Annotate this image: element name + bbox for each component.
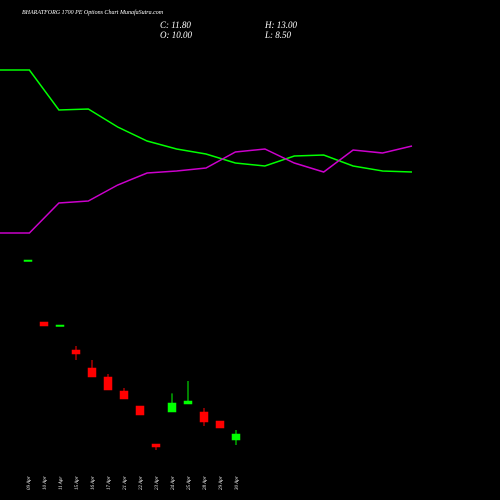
candle-body xyxy=(199,411,209,423)
x-tick-label: 23 Apr xyxy=(155,476,160,490)
candle-body xyxy=(215,420,225,429)
candle-body xyxy=(183,400,193,405)
open-label: O: 10.00 xyxy=(160,30,192,40)
close-label: C: 11.80 xyxy=(160,20,191,30)
x-tick-label: 10 Apr xyxy=(43,476,48,490)
candle-body xyxy=(71,349,81,355)
candle-body xyxy=(103,376,113,391)
x-tick-label: 21 Apr xyxy=(123,476,128,490)
x-tick-label: 25 Apr xyxy=(187,476,192,490)
candle-body xyxy=(23,259,33,262)
x-tick-label: 24 Apr xyxy=(171,476,176,490)
x-tick-label: 28 Apr xyxy=(203,476,208,490)
x-tick-label: 22 Apr xyxy=(139,476,144,490)
candle-body xyxy=(151,443,161,448)
candle-body xyxy=(87,367,97,378)
candle-body xyxy=(135,405,145,416)
candle-body xyxy=(231,433,241,441)
high-label: H: 13.00 xyxy=(264,20,297,30)
x-tick-label: 17 Apr xyxy=(107,476,112,490)
x-tick-label: 15 Apr xyxy=(75,476,80,490)
candle-body xyxy=(39,321,49,327)
candle-body xyxy=(55,324,65,327)
indicator-line xyxy=(0,145,413,234)
chart-title: BHARATFORG 1700 PE Options Chart MunafaS… xyxy=(22,9,164,16)
candle-body xyxy=(119,390,129,400)
x-tick-label: 30 Apr xyxy=(235,476,240,490)
x-tick-label: 16 Apr xyxy=(91,476,96,490)
indicator-line xyxy=(0,69,413,173)
x-tick-label: 09 Apr xyxy=(27,476,32,490)
x-tick-label: 29 Apr xyxy=(219,476,224,490)
low-label: L: 8.50 xyxy=(264,30,292,40)
candle-body xyxy=(167,402,177,413)
x-tick-label: 11 Apr xyxy=(59,477,64,490)
